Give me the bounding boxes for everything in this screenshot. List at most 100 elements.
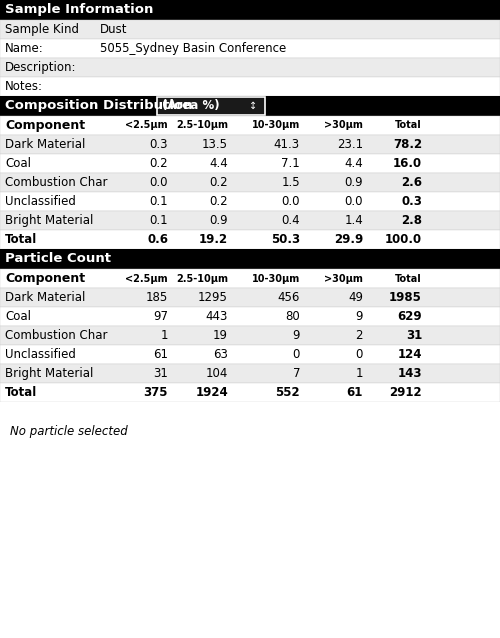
Text: Unclassified: Unclassified xyxy=(5,348,76,361)
Text: Name:: Name: xyxy=(5,42,44,55)
Bar xyxy=(0,96,500,116)
Bar xyxy=(0,20,500,39)
Bar xyxy=(0,192,500,211)
Bar xyxy=(0,230,500,249)
Text: 7: 7 xyxy=(292,367,300,380)
Text: ↕: ↕ xyxy=(249,101,257,111)
Text: 9: 9 xyxy=(356,310,363,323)
Text: 1: 1 xyxy=(160,329,168,342)
Text: 456: 456 xyxy=(278,291,300,304)
Text: 78.2: 78.2 xyxy=(393,138,422,151)
Text: Coal: Coal xyxy=(5,157,31,170)
Text: 1295: 1295 xyxy=(198,291,228,304)
Text: 0.0: 0.0 xyxy=(150,176,168,189)
Bar xyxy=(0,364,500,383)
Text: 1924: 1924 xyxy=(195,386,228,399)
Text: 23.1: 23.1 xyxy=(337,138,363,151)
Bar xyxy=(0,345,500,364)
Text: 13.5: 13.5 xyxy=(202,138,228,151)
Text: Dark Material: Dark Material xyxy=(5,291,86,304)
Text: 4.4: 4.4 xyxy=(209,157,228,170)
Text: 31: 31 xyxy=(406,329,422,342)
Text: Bright Material: Bright Material xyxy=(5,214,94,227)
Text: 0.0: 0.0 xyxy=(282,195,300,208)
Text: 2912: 2912 xyxy=(390,386,422,399)
Text: 19.2: 19.2 xyxy=(199,233,228,246)
Text: 0.4: 0.4 xyxy=(282,214,300,227)
Text: 143: 143 xyxy=(398,367,422,380)
Text: Total: Total xyxy=(395,121,422,131)
Text: 0.1: 0.1 xyxy=(150,195,168,208)
Text: Component: Component xyxy=(5,272,85,285)
Text: 2.5-10μm: 2.5-10μm xyxy=(176,274,228,283)
Text: 1.4: 1.4 xyxy=(344,214,363,227)
Text: 104: 104 xyxy=(206,367,228,380)
Bar xyxy=(0,211,500,230)
Text: <2.5μm: <2.5μm xyxy=(126,121,168,131)
Text: Total: Total xyxy=(395,274,422,283)
Text: Dust: Dust xyxy=(100,23,128,36)
Text: 50.3: 50.3 xyxy=(271,233,300,246)
Bar xyxy=(0,58,500,77)
Text: 0.1: 0.1 xyxy=(150,214,168,227)
Text: 2: 2 xyxy=(356,329,363,342)
Text: 552: 552 xyxy=(276,386,300,399)
Text: 9: 9 xyxy=(292,329,300,342)
Text: 100.0: 100.0 xyxy=(385,233,422,246)
Text: 2.8: 2.8 xyxy=(401,214,422,227)
Text: 0.2: 0.2 xyxy=(210,176,228,189)
Bar xyxy=(0,269,500,288)
Text: 1985: 1985 xyxy=(389,291,422,304)
Text: 49: 49 xyxy=(348,291,363,304)
Bar xyxy=(0,307,500,326)
Text: 61: 61 xyxy=(346,386,363,399)
Text: Sample Information: Sample Information xyxy=(5,3,154,17)
Text: (Area %): (Area %) xyxy=(162,100,220,112)
Text: 4.4: 4.4 xyxy=(344,157,363,170)
Text: 80: 80 xyxy=(285,310,300,323)
Text: Description:: Description: xyxy=(5,61,76,74)
Bar xyxy=(0,383,500,402)
Text: 29.9: 29.9 xyxy=(334,233,363,246)
Text: 124: 124 xyxy=(398,348,422,361)
Text: 0: 0 xyxy=(356,348,363,361)
Bar xyxy=(0,173,500,192)
Text: Combustion Char: Combustion Char xyxy=(5,329,108,342)
Bar xyxy=(0,154,500,173)
Text: 443: 443 xyxy=(206,310,228,323)
Text: 0.2: 0.2 xyxy=(210,195,228,208)
Text: 0.9: 0.9 xyxy=(210,214,228,227)
Text: 0.6: 0.6 xyxy=(147,233,168,246)
Text: >30μm: >30μm xyxy=(324,274,363,283)
Text: Coal: Coal xyxy=(5,310,31,323)
Text: 2.5-10μm: 2.5-10μm xyxy=(176,121,228,131)
Text: 19: 19 xyxy=(213,329,228,342)
Bar xyxy=(157,97,265,115)
Text: 0.3: 0.3 xyxy=(401,195,422,208)
Bar xyxy=(0,0,500,20)
Text: Bright Material: Bright Material xyxy=(5,367,94,380)
Bar xyxy=(0,77,500,96)
Text: 1.5: 1.5 xyxy=(282,176,300,189)
Text: 10-30μm: 10-30μm xyxy=(252,274,300,283)
Text: 31: 31 xyxy=(153,367,168,380)
Text: No particle selected: No particle selected xyxy=(10,426,128,438)
Bar xyxy=(0,249,500,269)
Bar xyxy=(0,288,500,307)
Text: 0.0: 0.0 xyxy=(344,195,363,208)
Text: Notes:: Notes: xyxy=(5,80,43,93)
Bar xyxy=(0,402,500,638)
Text: 629: 629 xyxy=(398,310,422,323)
Text: 7.1: 7.1 xyxy=(281,157,300,170)
Text: 97: 97 xyxy=(153,310,168,323)
Bar xyxy=(0,326,500,345)
Text: Component: Component xyxy=(5,119,85,132)
Text: 61: 61 xyxy=(153,348,168,361)
Text: 0.2: 0.2 xyxy=(150,157,168,170)
Text: 375: 375 xyxy=(144,386,168,399)
Bar xyxy=(0,39,500,58)
Text: Composition Distribution: Composition Distribution xyxy=(5,100,192,112)
Text: Sample Kind: Sample Kind xyxy=(5,23,79,36)
Text: 1: 1 xyxy=(356,367,363,380)
Bar xyxy=(0,135,500,154)
